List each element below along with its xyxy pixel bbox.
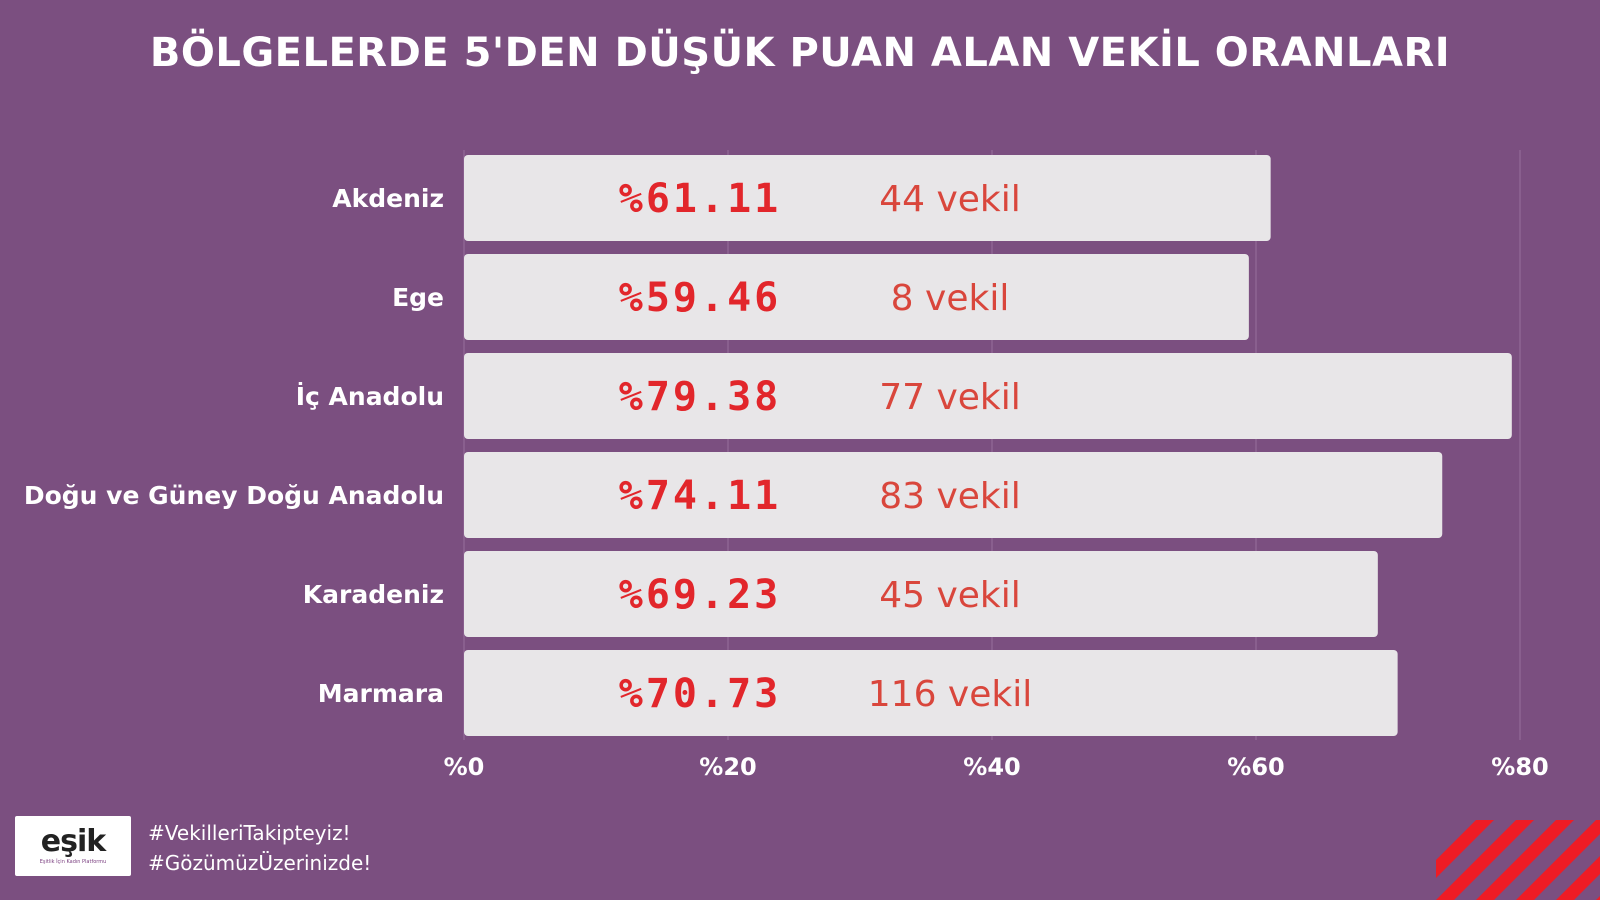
count-label: 77 vekil xyxy=(879,377,1021,418)
count-label: 45 vekil xyxy=(879,575,1021,616)
hashtag-2: #GözümüzÜzerinizde! xyxy=(148,851,372,875)
x-tick-label: %0 xyxy=(444,753,485,781)
stripe xyxy=(1556,856,1600,900)
x-tick-label: %60 xyxy=(1227,753,1284,781)
count-label: 83 vekil xyxy=(879,476,1021,517)
x-tick-label: %20 xyxy=(699,753,756,781)
page-title: BÖLGELERDE 5'DEN DÜŞÜK PUAN ALAN VEKİL O… xyxy=(149,30,1451,76)
bar xyxy=(464,353,1512,439)
logo-subtitle: Eşitlik İçin Kadın Platformu xyxy=(39,859,107,865)
category-label: İç Anadolu xyxy=(296,381,444,411)
category-label: Ege xyxy=(392,283,444,312)
stripe xyxy=(1476,820,1574,900)
category-label: Marmara xyxy=(318,679,444,708)
x-tick-label: %80 xyxy=(1491,753,1548,781)
value-label: %70.73 xyxy=(619,671,782,717)
value-label: %79.38 xyxy=(619,374,782,420)
value-label: %59.46 xyxy=(619,275,782,321)
esik-logo: eşik Eşitlik İçin Kadın Platformu xyxy=(15,816,131,876)
bar xyxy=(464,254,1249,340)
hashtag-1: #VekilleriTakipteyiz! xyxy=(148,821,351,845)
x-tick-label: %40 xyxy=(963,753,1020,781)
count-label: 8 vekil xyxy=(891,278,1010,319)
decorative-stripes-icon xyxy=(1436,820,1600,900)
count-label: 116 vekil xyxy=(868,674,1032,715)
stripe xyxy=(1516,820,1600,900)
value-label: %74.11 xyxy=(619,473,782,519)
category-label: Akdeniz xyxy=(332,184,444,213)
value-label: %61.11 xyxy=(619,176,782,222)
category-label: Doğu ve Güney Doğu Anadolu xyxy=(24,481,444,510)
hashtags: #VekilleriTakipteyiz! #GözümüzÜzerinizde… xyxy=(148,818,371,878)
stripe xyxy=(1436,820,1494,878)
logo-word: eşik xyxy=(40,824,106,859)
value-label: %69.23 xyxy=(619,572,782,618)
bar xyxy=(464,551,1378,637)
category-label: Karadeniz xyxy=(303,580,444,609)
stripe xyxy=(1436,820,1534,900)
stripe xyxy=(1596,896,1600,900)
bar xyxy=(464,650,1398,736)
bar xyxy=(464,452,1443,538)
bar xyxy=(464,155,1271,241)
bar-chart: Akdeniz %61.11 44 vekil Ege %59.46 8 vekil İç … xyxy=(24,150,1549,781)
count-label: 44 vekil xyxy=(879,179,1021,220)
